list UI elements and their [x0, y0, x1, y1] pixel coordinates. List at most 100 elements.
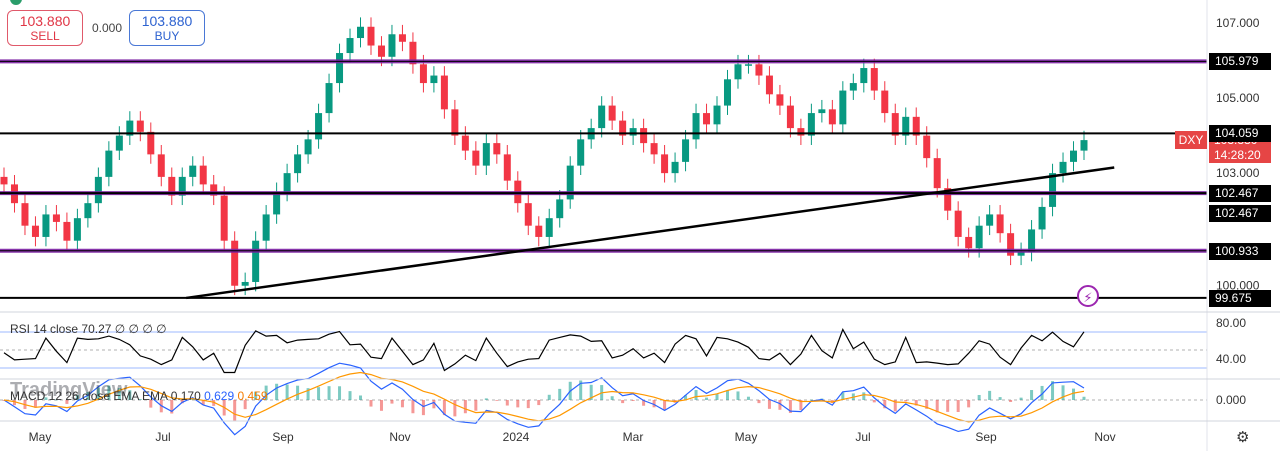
- time-tick-label: Mar: [623, 430, 644, 444]
- macd-hist-bar: [799, 400, 803, 411]
- lightning-icon[interactable]: ⚡: [1077, 285, 1099, 307]
- trendline: [186, 166, 1115, 300]
- macd-hist-bar: [1061, 385, 1065, 400]
- candle-body: [168, 176, 176, 196]
- buy-label: BUY: [154, 29, 180, 43]
- candle-body: [965, 236, 973, 249]
- symbol-tag: DXY: [1175, 131, 1207, 149]
- macd-hist-bar: [107, 385, 111, 400]
- level-price-tag: 100.933: [1209, 242, 1271, 260]
- macd-hist-bar: [652, 400, 656, 408]
- macd-hist-bar: [149, 400, 153, 408]
- macd-hist-bar: [390, 400, 394, 404]
- candle-body: [1059, 161, 1067, 174]
- candle-body: [126, 120, 134, 136]
- macd-value: 0.629: [204, 389, 235, 403]
- macd-hist-bar: [12, 400, 16, 406]
- time-tick-label: Sep: [272, 430, 294, 444]
- macd-hist-bar: [138, 399, 142, 400]
- candle-body: [619, 120, 627, 136]
- macd-hist-bar: [663, 400, 667, 410]
- macd-hist-bar: [191, 399, 195, 400]
- candle-body: [765, 75, 773, 95]
- candle-body: [336, 53, 344, 84]
- candle-body: [1017, 251, 1025, 256]
- macd-hist-bar: [872, 400, 876, 403]
- candle-body: [944, 188, 952, 211]
- rsi-tick-label: 80.00: [1216, 316, 1246, 330]
- macd-hist-bar: [967, 400, 971, 408]
- candle-body: [776, 94, 784, 106]
- candle-body: [252, 240, 260, 282]
- candle-body: [640, 128, 648, 144]
- candle-body: [294, 154, 302, 174]
- time-tick-label: Jul: [155, 430, 170, 444]
- candle-body: [545, 218, 553, 237]
- settings-icon[interactable]: ⚙: [1236, 429, 1250, 446]
- macd-hist-bar: [715, 394, 719, 400]
- macd-hist-bar: [914, 400, 918, 406]
- macd-hist-bar: [495, 400, 499, 401]
- level-lines: [0, 59, 1207, 299]
- macd-hist-bar: [54, 399, 58, 401]
- time-tick-label: Nov: [1094, 430, 1115, 444]
- macd-hist-bar: [736, 391, 740, 400]
- candle-body: [650, 143, 658, 155]
- spread-value: 0.000: [92, 21, 123, 35]
- rsi-extra: ∅ ∅ ∅ ∅: [114, 322, 167, 336]
- macd-hist-bar: [275, 383, 279, 400]
- macd-hist-bar: [516, 400, 520, 408]
- macd-hist-bar: [180, 400, 184, 404]
- time-tick-label: May: [29, 430, 52, 444]
- macd-hist-bar: [453, 400, 457, 417]
- rsi-pane: [0, 328, 1207, 374]
- macd-hist-bar: [589, 384, 593, 400]
- candles: [0, 17, 1088, 296]
- candle-body: [419, 64, 427, 84]
- macd-hist-bar: [264, 385, 268, 400]
- macd-hist-bar: [33, 400, 37, 408]
- price-tick-label: 103.000: [1216, 166, 1260, 180]
- candle-body: [996, 214, 1004, 234]
- candle-body: [73, 218, 81, 241]
- candle-body: [828, 109, 836, 125]
- candle-body: [797, 128, 805, 136]
- candle-body: [178, 176, 186, 196]
- candle-body: [94, 176, 102, 204]
- macd-legend[interactable]: MACD 12 26 close EMA EMA 0.170 0.629 0.4…: [10, 389, 268, 403]
- candle-body: [315, 113, 323, 140]
- candle-body: [398, 34, 406, 42]
- candle-body: [986, 214, 994, 226]
- macd-hist-bar: [757, 400, 761, 404]
- buy-button[interactable]: 103.880 BUY: [129, 10, 205, 46]
- candle-body: [409, 41, 417, 65]
- candle-body: [472, 150, 480, 166]
- candle-body: [493, 143, 501, 155]
- macd-hist-bar: [862, 392, 866, 400]
- candle-body: [703, 113, 711, 125]
- candle-body: [21, 203, 29, 226]
- candle-body: [755, 64, 763, 76]
- macd-hist-bar: [317, 387, 321, 400]
- macd-hist-value: 0.170: [170, 389, 201, 403]
- price-tick-label: 100.000: [1216, 279, 1260, 293]
- macd-hist-bar: [369, 400, 373, 407]
- candle-body: [210, 184, 218, 196]
- time-tick-label: May: [735, 430, 758, 444]
- macd-hist-bar: [988, 390, 992, 400]
- macd-hist-bar: [956, 400, 960, 413]
- rsi-legend[interactable]: RSI 14 close 70.27 ∅ ∅ ∅ ∅: [10, 322, 167, 336]
- candle-body: [923, 135, 931, 159]
- candle-body: [388, 34, 396, 57]
- candle-body: [598, 105, 606, 129]
- macd-hist-bar: [558, 388, 562, 400]
- sell-button[interactable]: 103.880 SELL: [7, 10, 83, 46]
- macd-hist-bar: [411, 400, 415, 414]
- macd-hist-bar: [201, 400, 205, 405]
- candle-body: [786, 105, 794, 129]
- candle-body: [147, 131, 155, 155]
- candle-body: [42, 214, 50, 237]
- candle-body: [723, 79, 731, 106]
- macd-hist-bar: [1072, 388, 1076, 400]
